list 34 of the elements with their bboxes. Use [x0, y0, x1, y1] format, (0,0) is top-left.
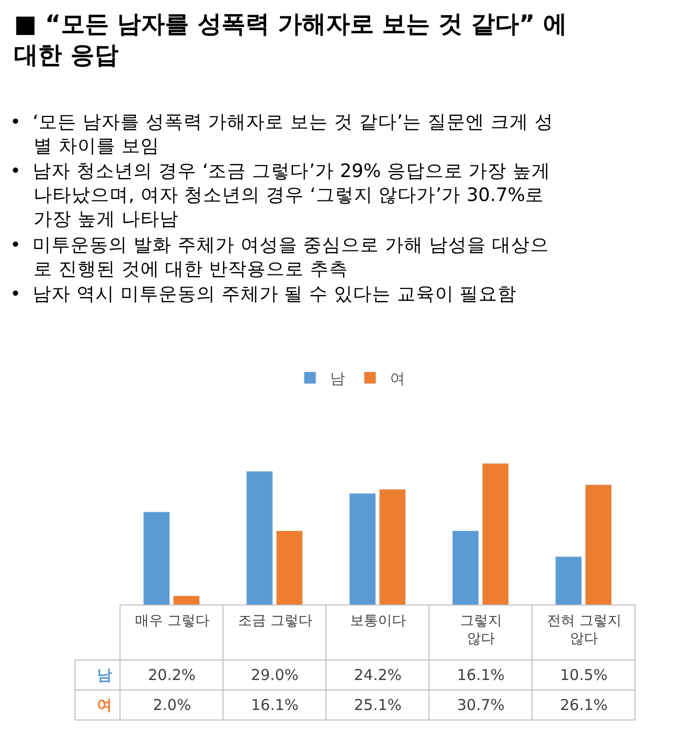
x-tick-label: 보통이다	[350, 613, 406, 629]
x-tick-label: 그렇지 않다	[460, 613, 502, 648]
bar	[379, 488, 406, 605]
text: • 미투운동의 발화 주체가 여성을 중심으로 가해 남성을 대상으 로 진행된 것에 대한 반작용으로 추측	[10, 235, 549, 280]
bar	[246, 470, 273, 605]
data-label: 29.0%	[251, 666, 299, 684]
x-tick-label: 매우 그렇다	[135, 613, 210, 629]
x-tick-label: 조금 그렇다	[238, 613, 312, 629]
text: • 남자 청소년의 경우 ‘조금 그렇다’가 29% 응답으로 가장 높게 나타났으며, 여자 청소년의 경우 ‘그렇지 않다가’가 30.7%로 가장 높게 나타남	[10, 161, 551, 230]
bar	[143, 512, 170, 605]
data-label: 16.1%	[457, 666, 505, 684]
bar	[482, 463, 509, 605]
legend-label: 여	[390, 370, 405, 388]
bar	[555, 556, 582, 605]
text: 여	[97, 696, 112, 714]
data-label: 25.1%	[354, 696, 402, 714]
text: • 남자 역시 미투운동의 주체가 될 수 있다는 교육이 필요함	[10, 284, 517, 305]
bar	[173, 596, 200, 605]
bar	[452, 530, 479, 605]
text: 남	[97, 666, 112, 684]
data-label: 24.2%	[354, 666, 402, 684]
text: • ‘모든 남자를 성폭력 가해자로 보는 것 같다’는 질문엔 크게 성 별 차이를 보임	[10, 112, 554, 158]
legend-label: 남	[330, 370, 345, 388]
chart-title: ■ “모든 남자를 성폭력 가해자로 보는 것 같다” 에 대한 응답	[14, 10, 568, 70]
x-tick-label: 전혀 그렇지 않다	[547, 613, 622, 648]
data-label: 16.1%	[251, 696, 299, 714]
bar	[349, 493, 376, 605]
data-label: 20.2%	[148, 666, 196, 684]
bar	[276, 530, 303, 605]
data-label: 10.5%	[560, 666, 608, 684]
bar	[585, 484, 612, 605]
data-label: 2.0%	[153, 696, 192, 714]
data-label: 26.1%	[560, 696, 608, 714]
data-label: 30.7%	[457, 696, 505, 714]
